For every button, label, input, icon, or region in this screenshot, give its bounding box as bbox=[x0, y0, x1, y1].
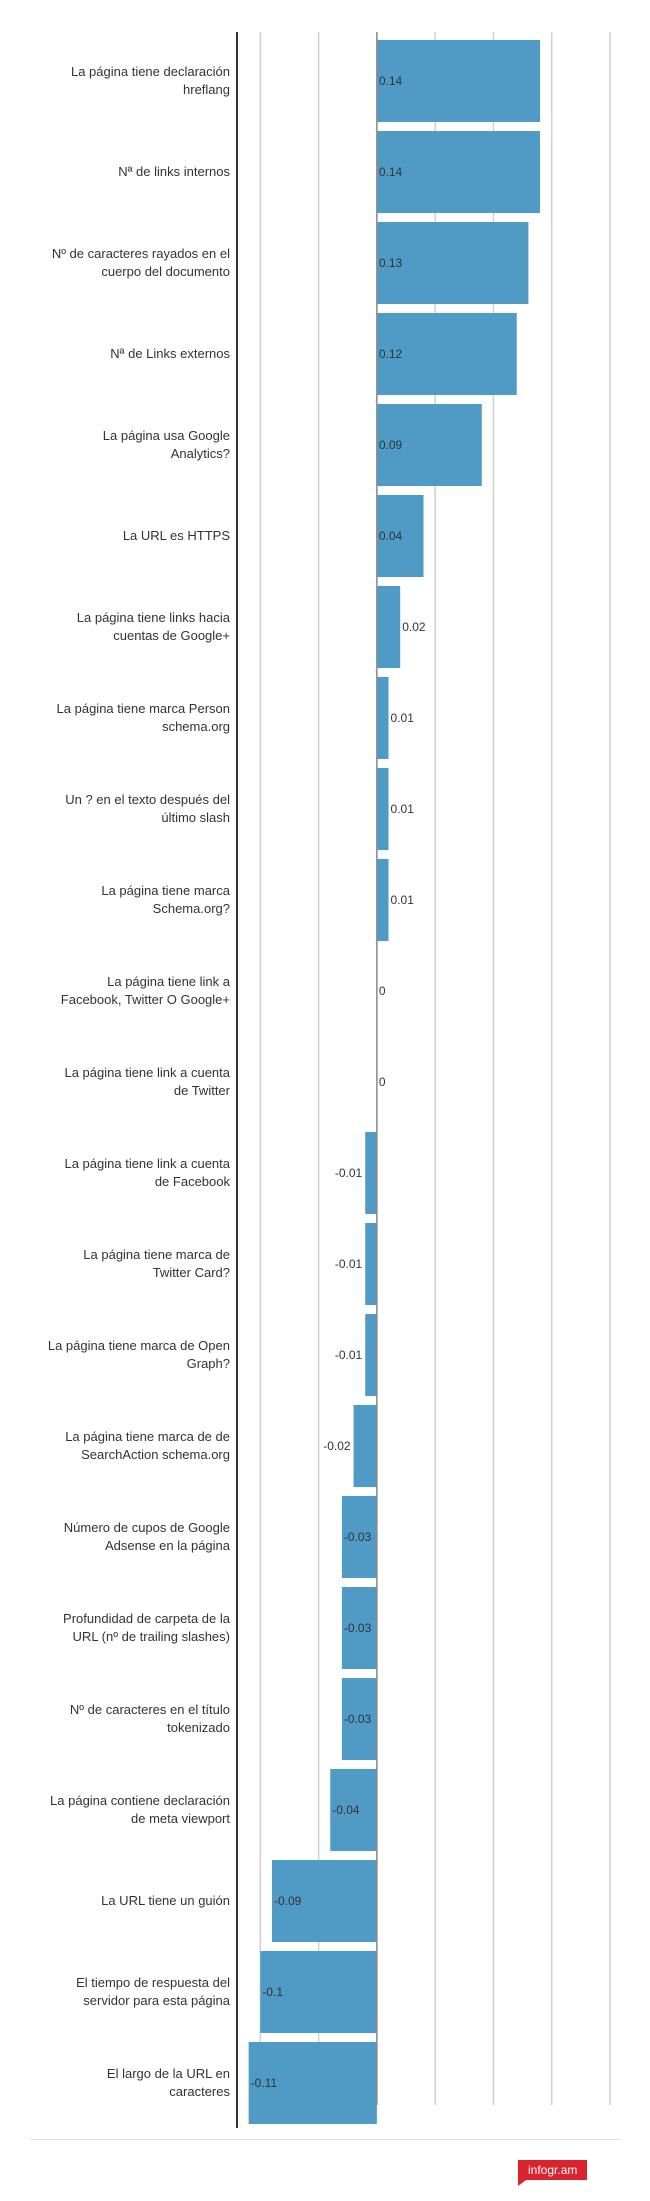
value-label: -0.03 bbox=[344, 1621, 372, 1635]
value-label: -0.1 bbox=[262, 1985, 283, 1999]
value-label: 0.14 bbox=[379, 165, 403, 179]
value-label: 0.14 bbox=[379, 74, 403, 88]
bar bbox=[365, 1132, 377, 1214]
category-label: El tiempo de respuesta del servidor para … bbox=[76, 1975, 231, 2008]
category-label: Nº de caracteres en el título tokenizado bbox=[70, 1702, 230, 1735]
category-label: Un ? en el texto después del último slash bbox=[65, 792, 230, 825]
bar bbox=[248, 2042, 377, 2124]
value-label: -0.04 bbox=[332, 1803, 360, 1817]
category-label: Profundidad de carpeta de la URL (nº de t… bbox=[63, 1611, 231, 1644]
bar bbox=[376, 222, 529, 304]
category-labels: La página tiene declaración hreflang Nª de… bbox=[48, 64, 231, 2099]
category-label: La página tiene link a cuenta de Facebook bbox=[64, 1156, 230, 1189]
bar bbox=[376, 859, 389, 941]
bar bbox=[365, 1223, 377, 1305]
bar bbox=[376, 313, 517, 395]
bars bbox=[248, 40, 541, 2124]
bar bbox=[330, 1769, 377, 1851]
value-label: 0.01 bbox=[391, 802, 415, 816]
value-label: -0.01 bbox=[335, 1166, 363, 1180]
value-label: 0 bbox=[379, 984, 386, 998]
category-label: Número de cupos de Google Adsense en la p… bbox=[64, 1520, 231, 1553]
bar bbox=[376, 768, 389, 850]
category-label: La URL tiene un guión bbox=[101, 1893, 230, 1908]
category-label: Nª de links internos bbox=[118, 164, 230, 179]
category-label: Nª de Links externos bbox=[110, 346, 230, 361]
bar bbox=[376, 586, 401, 668]
footer-divider bbox=[30, 2139, 620, 2140]
value-label: 0.02 bbox=[402, 620, 426, 634]
value-label: 0.01 bbox=[391, 893, 415, 907]
value-label: 0 bbox=[379, 1075, 386, 1089]
value-label: -0.03 bbox=[344, 1712, 372, 1726]
category-label: La página tiene marca de Twitter Card? bbox=[83, 1247, 230, 1280]
bar bbox=[376, 404, 482, 486]
value-label: 0.12 bbox=[379, 347, 403, 361]
value-label: -0.02 bbox=[323, 1439, 351, 1453]
value-label: -0.03 bbox=[344, 1530, 372, 1544]
value-label: -0.01 bbox=[335, 1348, 363, 1362]
infogram-logo[interactable]: infogr.am bbox=[518, 2160, 588, 2186]
category-label: La página tiene marca de de SearchAction … bbox=[65, 1429, 230, 1462]
bar bbox=[341, 1587, 377, 1669]
bar bbox=[376, 40, 541, 122]
value-label: -0.11 bbox=[251, 2076, 278, 2090]
bar-chart: La página tiene declaración hreflang Nª de… bbox=[48, 32, 623, 2140]
category-label: La página contiene declaración de meta vi… bbox=[50, 1793, 230, 1826]
category-label: La página tiene declaración hreflang bbox=[71, 64, 230, 97]
value-label: -0.01 bbox=[335, 1257, 363, 1271]
bar bbox=[353, 1405, 377, 1487]
category-label: La página tiene marca de Open Graph? bbox=[48, 1338, 230, 1371]
category-label: La página tiene marca Person schema.org bbox=[57, 701, 230, 734]
category-label: El largo de la URL en caracteres bbox=[107, 2066, 231, 2099]
category-label: La página tiene links hacia cuentas de Go… bbox=[77, 610, 231, 643]
value-label: 0.01 bbox=[391, 711, 415, 725]
bar bbox=[365, 1314, 377, 1396]
category-label: La página tiene link a Facebook, Twitter … bbox=[61, 974, 231, 1007]
bar bbox=[376, 677, 389, 759]
value-label: -0.09 bbox=[274, 1894, 302, 1908]
category-label: La página usa Google Analytics? bbox=[103, 428, 230, 461]
category-label: La URL es HTTPS bbox=[123, 528, 230, 543]
value-label: 0.04 bbox=[379, 529, 403, 543]
bar bbox=[260, 1951, 377, 2033]
category-label: La página tiene link a cuenta de Twitter bbox=[64, 1065, 230, 1098]
bar bbox=[376, 495, 424, 577]
category-label: Nº de caracteres rayados en el cuerpo del… bbox=[52, 246, 230, 279]
value-labels: 0.14 0.14 0.13 0.12 0.09 0.04 0.02 0.01 0.01 0.01… bbox=[251, 74, 426, 2090]
bar bbox=[341, 1496, 377, 1578]
bar bbox=[271, 1860, 377, 1942]
value-label: 0.13 bbox=[379, 256, 403, 270]
value-label: 0.09 bbox=[379, 438, 403, 452]
bar bbox=[376, 131, 541, 213]
bar bbox=[341, 1678, 377, 1760]
category-label: La página tiene marca Schema.org? bbox=[101, 883, 230, 916]
